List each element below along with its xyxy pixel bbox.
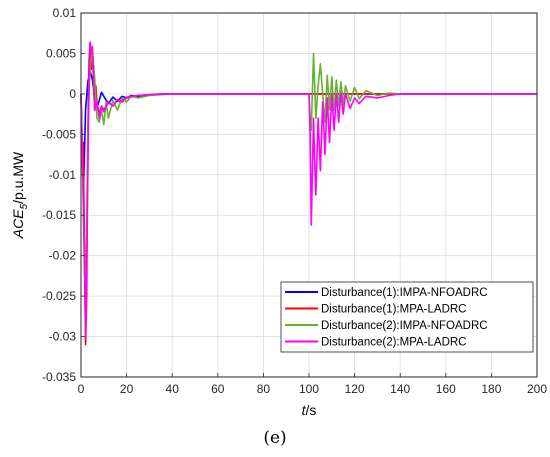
axis-ticks: 0 20 40 60 80 100 120 140 160 180 2000.010.0050-0.… (42, 6, 547, 396)
x-tick-label: 40 (166, 382, 180, 396)
y-tick-label: -0.015 (42, 208, 76, 222)
x-tick-label: 180 (481, 382, 501, 396)
y-tick-label: -0.025 (42, 289, 76, 303)
legend-label-2: Disturbance(1):MPA-LADRC (321, 304, 467, 316)
x-tick-label: 200 (527, 382, 547, 396)
panel-label: (e) (263, 428, 286, 448)
legend: Disturbance(1):IMPA-NFOADRC Disturbance(1… (280, 281, 534, 353)
series-lines (80, 41, 537, 346)
y-tick-label: -0.01 (49, 168, 77, 182)
legend-label-1: Disturbance(1):IMPA-NFOADRC (321, 287, 488, 299)
y-tick-label: -0.03 (49, 330, 77, 344)
x-tick-label: 80 (257, 382, 271, 396)
series-line-4 (80, 41, 537, 338)
legend-box (280, 281, 534, 353)
legend-label-3: Disturbance(2):IMPA-NFOADRC (321, 320, 488, 332)
y-tick-label: -0.035 (42, 370, 76, 384)
y-tick-label: -0.005 (42, 127, 76, 141)
x-tick-label: 100 (299, 382, 319, 396)
series-line-3 (80, 48, 537, 322)
x-tick-label: 140 (390, 382, 410, 396)
x-tick-label: 60 (211, 382, 225, 396)
y-tick-label: 0.01 (53, 6, 77, 20)
y-tick-label: 0 (69, 87, 76, 101)
legend-label-4: Disturbance(2):MPA-LADRC (321, 337, 467, 349)
y-axis-title: ACE5/p.u.MW (10, 151, 30, 239)
x-axis-title: t/s (302, 402, 317, 418)
y-tick-label: -0.02 (49, 249, 77, 263)
x-tick-label: 20 (120, 382, 134, 396)
y-tick-label: 0.005 (46, 46, 76, 60)
x-tick-label: 120 (345, 382, 365, 396)
x-tick-label: 0 (78, 382, 85, 396)
x-tick-label: 160 (436, 382, 456, 396)
